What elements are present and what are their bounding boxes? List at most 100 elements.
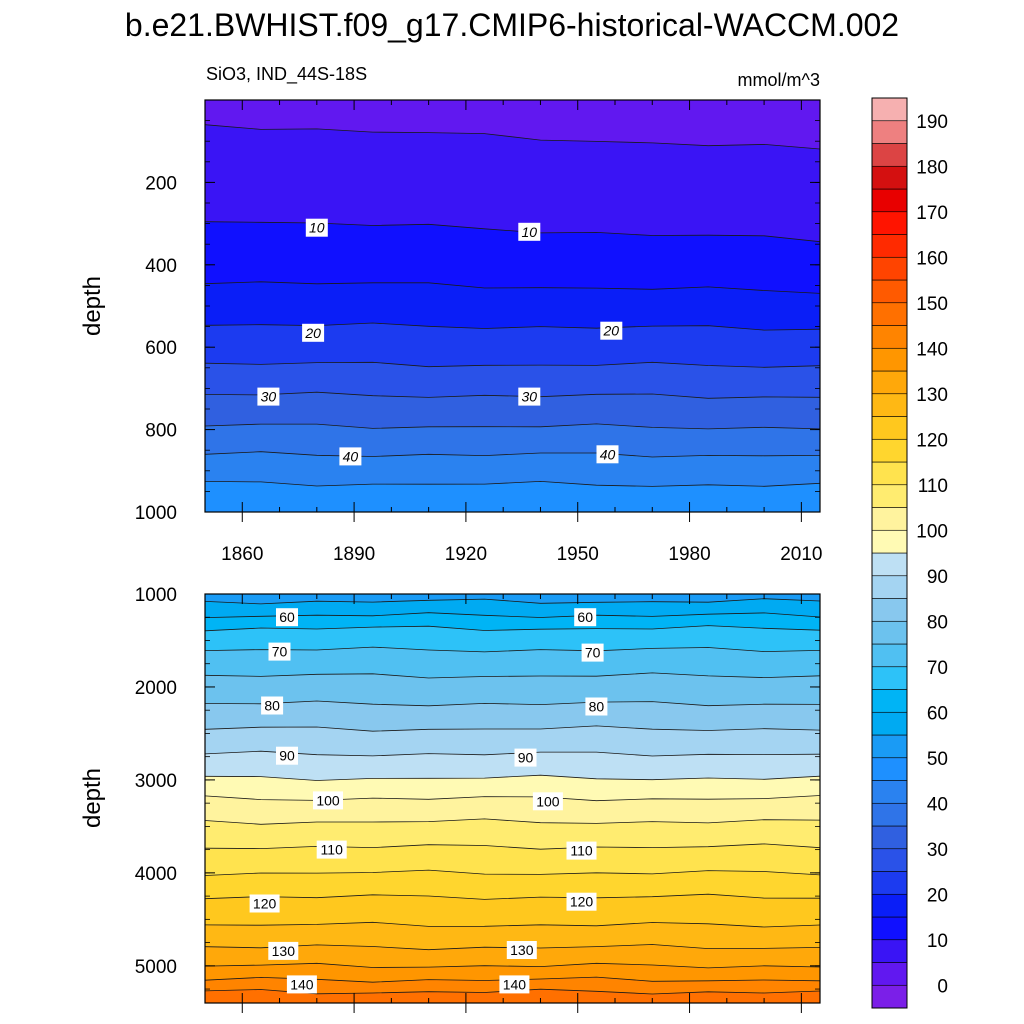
lower-contour-label: 70 [268,642,291,661]
colorbar-label: 170 [916,203,948,224]
upper-contour-label: 30 [257,387,280,406]
colorbar: 0 10 20 30 40 50 60 70 80 90 100 110 120 130 140 150 160… [871,97,948,1009]
colorbar-label: 120 [916,430,948,451]
svg-text:100: 100 [316,792,340,808]
svg-text:60: 60 [279,609,295,625]
colorbar-swatch [871,734,908,759]
lower-contour-label: 130 [506,941,537,959]
colorbar-swatch [871,234,908,258]
upper-contour-line [205,361,820,368]
svg-text:140: 140 [290,976,314,992]
colorbar-swatch [871,461,908,486]
lower-contour-line [205,869,820,876]
upper-x-tick-label: 2010 [780,544,822,565]
upper-contour-label: 30 [518,387,541,406]
lower-contour-line [205,646,820,653]
lower-contour-band [205,818,820,850]
upper-contour-label: 10 [518,222,541,241]
upper-contour-line [205,423,820,430]
colorbar-label: 190 [916,112,948,133]
svg-text:60: 60 [577,609,593,625]
colorbar-label: 0 [937,976,948,997]
colorbar-swatch [871,370,908,395]
colorbar-label: 30 [927,840,948,861]
colorbar-label: 10 [927,931,948,952]
svg-text:80: 80 [589,699,605,715]
colorbar-swatch [871,120,908,144]
colorbar-swatch [871,962,908,986]
lower-contour-line [205,672,820,679]
lower-contour-line [205,921,820,928]
lower-panel: 60 60 70 70 80 80 90 90 100 100 110 110 120 120 130 130… [79,585,821,1013]
lower-contour-line [205,700,820,707]
lower-y-tick-label: 2000 [135,678,177,699]
colorbar-swatch [871,689,908,713]
lower-contour-label: 60 [574,608,597,627]
colorbar-swatch [871,211,908,235]
upper-contour-band [205,451,820,487]
svg-text:80: 80 [264,698,280,714]
colorbar-label: 80 [927,612,948,633]
lower-plot-frame [204,593,821,1004]
upper-x-tick-label: 1950 [557,544,599,565]
upper-y-axis-label: depth [79,276,106,336]
colorbar-swatch [871,507,908,531]
upper-contour-line [205,281,820,294]
colorbar-swatch [871,279,908,304]
colorbar-swatch [871,552,908,577]
lower-contour-line [205,774,820,781]
colorbar-swatch [871,97,908,122]
svg-text:100: 100 [536,793,560,809]
upper-y-tick-label: 200 [145,173,177,194]
colorbar-label: 70 [927,658,948,679]
colorbar-swatch [871,666,908,690]
lower-contour-label: 140 [286,975,317,994]
lower-y-tick-label: 1000 [135,585,177,606]
svg-text:40: 40 [343,448,359,464]
svg-text:120: 120 [570,894,594,910]
chart-subtitle-units: mmol/m^3 [738,70,820,90]
colorbar-swatch [871,484,908,508]
colorbar-label: 50 [927,749,948,770]
chart-title: b.e21.BWHIST.f09_g17.CMIP6-historical-WA… [125,7,899,43]
upper-contour-band [205,423,820,458]
upper-contour-label: 20 [302,323,325,342]
colorbar-swatch [871,302,908,326]
lower-contour-line [205,625,820,632]
colorbar-label: 150 [916,294,948,315]
svg-text:70: 70 [272,644,288,660]
upper-contour-band [205,281,820,331]
upper-contour-label: 20 [600,321,623,340]
svg-text:120: 120 [253,896,277,912]
lower-contour-label: 70 [581,643,604,662]
colorbar-swatch [871,165,908,190]
svg-text:140: 140 [503,976,527,992]
lower-contour-line [205,750,820,757]
colorbar-swatch [871,347,908,372]
lower-contour-line [205,962,820,969]
colorbar-swatch [871,984,908,1009]
upper-x-tick-label: 1890 [333,544,375,565]
upper-x-tick-label: 1920 [445,544,487,565]
chart-subtitle-variable: SiO3, IND_44S-18S [206,64,367,85]
svg-text:40: 40 [600,446,616,462]
colorbar-swatch [871,871,908,895]
svg-text:110: 110 [570,843,593,859]
svg-text:10: 10 [309,220,325,236]
upper-contour-label: 40 [596,445,619,464]
upper-contour-label: 40 [339,447,362,466]
lower-contour-line [205,893,820,900]
lower-contour-band [205,893,820,928]
upper-contour-line [205,451,820,458]
svg-text:90: 90 [279,748,295,764]
upper-y-tick-label: 1000 [135,503,177,524]
colorbar-label: 100 [916,521,948,542]
lower-contour-label: 120 [249,894,280,913]
lower-contour-line [205,795,820,802]
lower-contour-label: 80 [261,696,284,715]
svg-text:30: 30 [261,389,277,405]
upper-panel: 10 10 20 20 30 30 40 40 200 400 600 800 1000 1860 18… [79,99,823,565]
colorbar-swatch [871,620,908,645]
upper-y-tick-label: 600 [145,338,177,359]
colorbar-swatch [871,825,908,850]
